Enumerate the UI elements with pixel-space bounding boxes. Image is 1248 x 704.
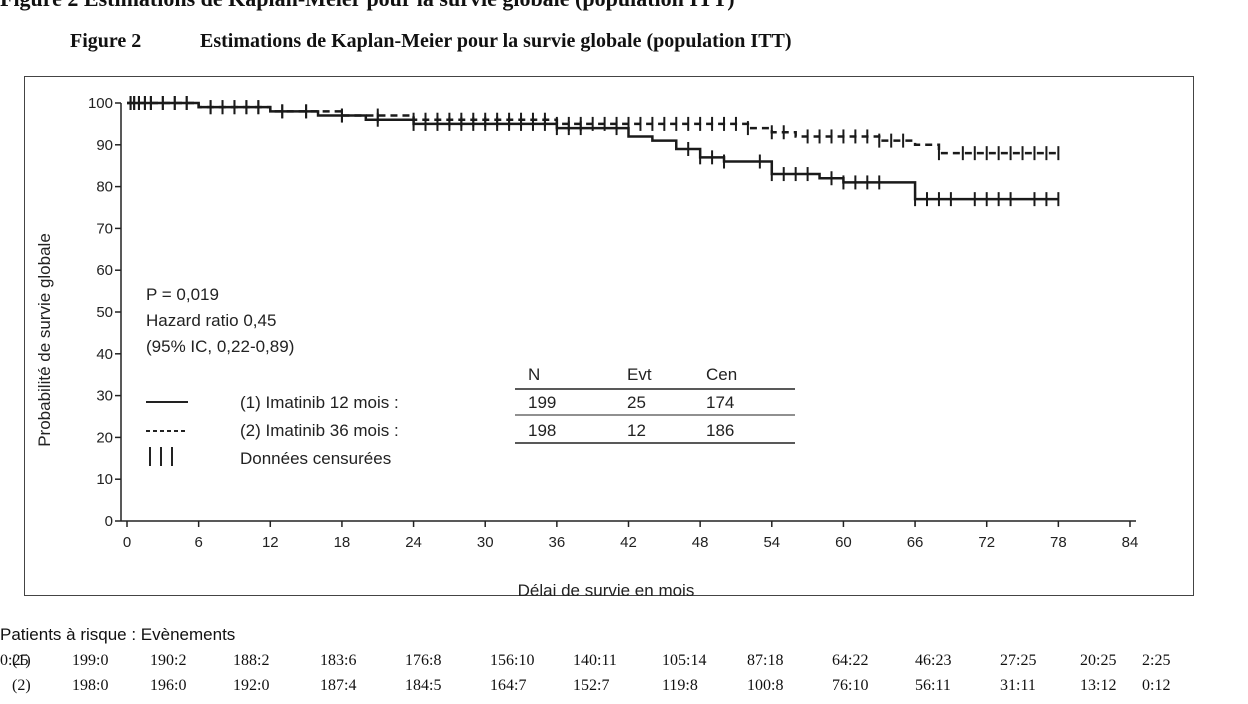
at-risk-value: 198:0	[72, 677, 109, 694]
figure-label: Figure 2	[70, 30, 142, 52]
at-risk-value: 0:12	[1142, 677, 1171, 694]
at-risk-value: 2:25	[1142, 652, 1171, 669]
at-risk-value: 119:8	[662, 677, 698, 694]
at-risk-value: 56:11	[915, 677, 951, 694]
table-cell: 12	[627, 421, 646, 440]
figure-title: Estimations de Kaplan-Meier pour la surv…	[200, 30, 792, 52]
cropped-header-text: Figure 2 Estimations de Kaplan-Meier pou…	[0, 0, 1248, 12]
table-cell: 174	[706, 393, 734, 412]
at-risk-heading: Patients à risque : Evènements	[0, 625, 236, 644]
figure-frame	[24, 76, 1194, 596]
at-risk-value: 76:10	[832, 677, 869, 694]
legend-label-censored: Données censurées	[240, 449, 391, 468]
at-risk-value: 156:10	[490, 652, 535, 669]
at-risk-value: 196:0	[150, 677, 187, 694]
hazard-ratio-text: Hazard ratio 0,45	[146, 311, 276, 330]
y-tick-label: 20	[96, 429, 113, 446]
chart-censor-marks	[129, 96, 1060, 207]
x-tick-label: 54	[763, 534, 780, 551]
x-tick-label: 12	[262, 534, 279, 551]
at-risk-value: 100:8	[747, 677, 784, 694]
table-header-evt: Evt	[627, 365, 652, 384]
x-axis-label: Délai de survie en mois	[518, 581, 695, 600]
at-risk-value: 13:12	[1080, 677, 1117, 694]
at-risk-value: 105:14	[662, 652, 707, 669]
at-risk-value: 176:8	[405, 652, 442, 669]
at-risk-row-label: (1)	[12, 652, 31, 669]
at-risk-value: 188:2	[233, 652, 270, 669]
at-risk-value: 199:0	[72, 652, 109, 669]
x-tick-label: 66	[907, 534, 924, 551]
stats-annotation: P = 0,019 Hazard ratio 0,45 (95% IC, 0,2…	[146, 285, 294, 356]
y-tick-label: 10	[96, 471, 113, 488]
x-tick-label: 18	[334, 534, 351, 551]
y-tick-label: 90	[96, 137, 113, 154]
legend: (1) Imatinib 12 mois : (2) Imatinib 36 m…	[146, 393, 399, 468]
at-risk-row-label: (2)	[12, 677, 31, 694]
x-tick-label: 72	[978, 534, 995, 551]
summary-table: N Evt Cen 199 25 174 198 12 186	[515, 365, 795, 444]
at-risk-row-1: (1) 199:0 190:2 188:2 183:6 176:8 156:10 140:11…	[0, 652, 1248, 672]
chart-axes: 0 6 12 18 24 30 36 42 48 54 60 66 72 78 84 0 10 20 30 40 50 6…	[88, 95, 1138, 551]
table-cell: 199	[528, 393, 556, 412]
table-header-cen: Cen	[706, 365, 737, 384]
legend-censor-icon	[149, 447, 173, 466]
x-tick-label: 60	[835, 534, 852, 551]
at-risk-value: 31:11	[1000, 677, 1036, 694]
y-tick-label: 100	[88, 95, 113, 112]
at-risk-value: 190:2	[150, 652, 187, 669]
at-risk-value: 183:6	[320, 652, 357, 669]
legend-label-12-mois: (1) Imatinib 12 mois :	[240, 393, 399, 412]
x-tick-label: 30	[477, 534, 494, 551]
at-risk-value: 140:11	[573, 652, 617, 669]
at-risk-value: 164:7	[490, 677, 527, 694]
at-risk-value: 152:7	[573, 677, 610, 694]
at-risk-value: 184:5	[405, 677, 442, 694]
y-axis-label: Probabilité de survie globale	[35, 233, 54, 447]
at-risk-row-2: (2) 198:0 196:0 192:0 187:4 184:5 164:7 152:7 11…	[0, 677, 1248, 697]
x-tick-label: 36	[549, 534, 566, 551]
at-risk-value: 46:23	[915, 652, 952, 669]
at-risk-value: 87:18	[747, 652, 784, 669]
at-risk-value: 0:25	[0, 652, 29, 669]
at-risk-value: 64:22	[832, 652, 869, 669]
p-value-text: P = 0,019	[146, 285, 219, 304]
chart-labels: Probabilité de survie globale Délai de s…	[35, 233, 694, 600]
y-tick-label: 80	[96, 179, 113, 196]
x-tick-label: 6	[194, 534, 202, 551]
at-risk-value: 192:0	[233, 677, 270, 694]
y-tick-label: 30	[96, 388, 113, 405]
y-tick-label: 40	[96, 346, 113, 363]
y-tick-label: 50	[96, 304, 113, 321]
at-risk-value: 20:25	[1080, 652, 1117, 669]
table-header-n: N	[528, 365, 540, 384]
y-tick-label: 70	[96, 220, 113, 237]
table-cell: 25	[627, 393, 646, 412]
at-risk-value: 187:4	[320, 677, 357, 694]
table-cell: 186	[706, 421, 734, 440]
x-tick-label: 24	[405, 534, 422, 551]
legend-label-36-mois: (2) Imatinib 36 mois :	[240, 421, 399, 440]
y-tick-label: 0	[105, 513, 113, 530]
at-risk-value: 27:25	[1000, 652, 1037, 669]
y-tick-label: 60	[96, 262, 113, 279]
x-tick-label: 84	[1122, 534, 1139, 551]
confidence-interval-text: (95% IC, 0,22-0,89)	[146, 337, 294, 356]
table-cell: 198	[528, 421, 556, 440]
series-line-12-mois	[127, 101, 1059, 201]
x-tick-label: 42	[620, 534, 637, 551]
x-tick-label: 0	[123, 534, 131, 551]
x-tick-label: 78	[1050, 534, 1067, 551]
x-tick-label: 48	[692, 534, 709, 551]
